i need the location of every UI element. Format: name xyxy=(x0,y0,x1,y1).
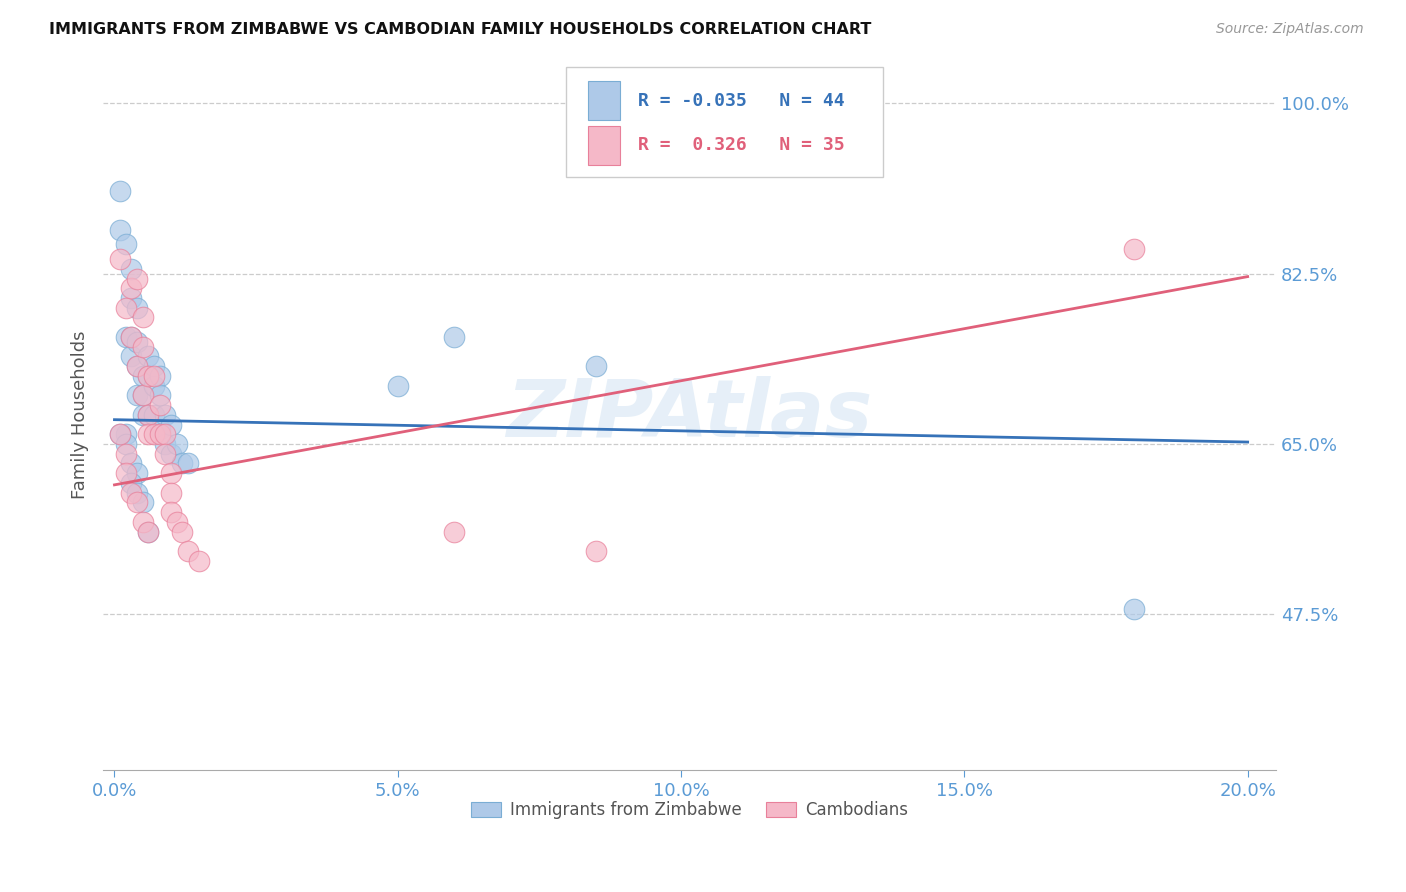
FancyBboxPatch shape xyxy=(567,67,883,177)
Text: ZIPAtlas: ZIPAtlas xyxy=(506,376,873,454)
Point xyxy=(585,359,607,373)
Point xyxy=(138,427,160,442)
Point xyxy=(108,427,131,442)
Point xyxy=(127,334,149,349)
Point xyxy=(160,466,183,480)
Point xyxy=(149,368,172,383)
Text: Source: ZipAtlas.com: Source: ZipAtlas.com xyxy=(1216,22,1364,37)
Point xyxy=(114,237,136,252)
Point xyxy=(143,368,166,383)
Point xyxy=(155,447,177,461)
Point xyxy=(138,524,160,539)
Point xyxy=(160,505,183,519)
Point xyxy=(120,330,142,344)
Point xyxy=(132,408,155,422)
Point xyxy=(188,554,211,568)
Point xyxy=(149,422,172,436)
FancyBboxPatch shape xyxy=(588,126,620,165)
Point xyxy=(387,378,409,392)
Point xyxy=(143,427,166,442)
Point xyxy=(138,350,160,364)
Text: R =  0.326   N = 35: R = 0.326 N = 35 xyxy=(638,136,845,153)
Point xyxy=(149,388,172,402)
Point xyxy=(172,457,194,471)
Point xyxy=(160,417,183,432)
Point xyxy=(138,524,160,539)
Point xyxy=(120,475,142,490)
Point xyxy=(120,485,142,500)
Point xyxy=(127,359,149,373)
Point xyxy=(108,223,131,237)
Point xyxy=(149,398,172,412)
Point xyxy=(149,427,172,442)
Text: R = -0.035   N = 44: R = -0.035 N = 44 xyxy=(638,92,845,110)
Point xyxy=(114,447,136,461)
Point xyxy=(114,466,136,480)
Point xyxy=(127,271,149,285)
Point xyxy=(120,457,142,471)
Point xyxy=(127,301,149,315)
Point xyxy=(155,427,177,442)
Point xyxy=(120,291,142,305)
Point xyxy=(1123,602,1146,616)
Point xyxy=(143,359,166,373)
Point xyxy=(155,408,177,422)
Point xyxy=(160,485,183,500)
Point xyxy=(138,408,160,422)
Text: IMMIGRANTS FROM ZIMBABWE VS CAMBODIAN FAMILY HOUSEHOLDS CORRELATION CHART: IMMIGRANTS FROM ZIMBABWE VS CAMBODIAN FA… xyxy=(49,22,872,37)
Point xyxy=(132,340,155,354)
Point xyxy=(114,330,136,344)
Point xyxy=(132,515,155,529)
Point xyxy=(132,368,155,383)
Point xyxy=(132,388,155,402)
Point xyxy=(143,378,166,392)
Point xyxy=(155,437,177,451)
Legend: Immigrants from Zimbabwe, Cambodians: Immigrants from Zimbabwe, Cambodians xyxy=(464,794,914,826)
Point xyxy=(132,388,155,402)
Point xyxy=(138,368,160,383)
Point xyxy=(172,524,194,539)
Point xyxy=(132,495,155,509)
Point xyxy=(177,544,200,558)
Point xyxy=(443,524,465,539)
Y-axis label: Family Households: Family Households xyxy=(72,331,89,499)
Point xyxy=(108,184,131,198)
Point xyxy=(132,310,155,325)
Point xyxy=(108,252,131,266)
Point xyxy=(114,437,136,451)
Point xyxy=(120,261,142,276)
Point xyxy=(443,330,465,344)
Point xyxy=(120,281,142,295)
Point xyxy=(166,437,188,451)
Point xyxy=(143,408,166,422)
Point xyxy=(166,515,188,529)
Point xyxy=(177,457,200,471)
Point xyxy=(138,408,160,422)
Point xyxy=(114,301,136,315)
Point xyxy=(120,330,142,344)
Point xyxy=(127,485,149,500)
Point xyxy=(127,359,149,373)
Point xyxy=(160,447,183,461)
Point xyxy=(127,388,149,402)
Point xyxy=(120,350,142,364)
Point xyxy=(127,495,149,509)
Point xyxy=(114,427,136,442)
Point xyxy=(108,427,131,442)
Point xyxy=(1123,243,1146,257)
Point xyxy=(138,368,160,383)
FancyBboxPatch shape xyxy=(588,81,620,120)
Point xyxy=(585,544,607,558)
Point xyxy=(127,466,149,480)
